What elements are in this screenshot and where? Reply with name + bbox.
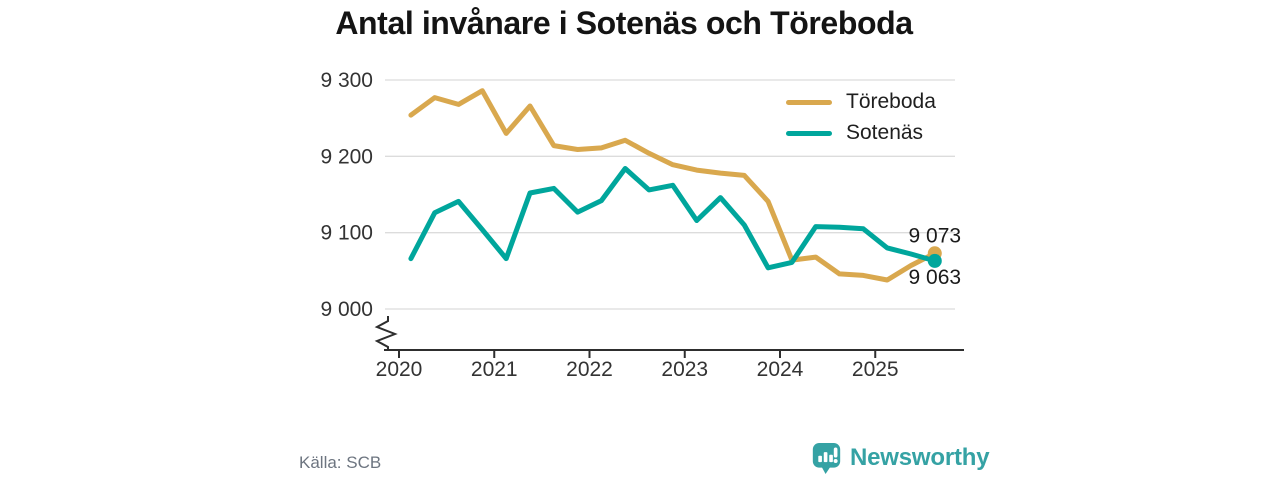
- population-line-chart: 9 000 9 100 9 200 9 300 2020 2021 2022 2023 2024…: [320, 69, 964, 381]
- bar-chart-glyph-bar2: [823, 452, 828, 463]
- newsworthy-logo: Newsworthy: [811, 441, 990, 475]
- x-axis-tick-label: 2025: [852, 358, 899, 381]
- y-axis-tick-label: 9 300: [320, 69, 373, 92]
- toreboda-line-swatch: [786, 99, 832, 105]
- bar-chart-glyph-bar1: [818, 455, 822, 463]
- newsworthy-bubble-icon: [812, 442, 841, 474]
- y-axis-tick-label: 9 200: [320, 145, 373, 168]
- x-axis-tick-label: 2020: [376, 358, 423, 381]
- sotenas-line-swatch: [786, 130, 832, 136]
- exclamation-glyph: [833, 447, 838, 458]
- legend-label-toreboda: Töreboda: [846, 90, 936, 113]
- x-axis-tick-label: 2021: [471, 358, 518, 381]
- legend: Töreboda Sotenäs: [786, 90, 936, 144]
- exclamation-dot: [833, 459, 838, 464]
- y-axis-break-icon: [374, 316, 398, 350]
- source-credit: Källa: SCB: [299, 453, 382, 472]
- legend-item-toreboda: Töreboda: [786, 90, 936, 113]
- y-axis-tick-label: 9 000: [320, 298, 373, 321]
- legend-item-sotenas: Sotenäs: [786, 121, 936, 144]
- x-axis-tick-label: 2022: [566, 358, 613, 381]
- series-line-sotenas: [408, 166, 938, 271]
- x-axis-tick-label: 2024: [757, 358, 804, 381]
- end-value-label-sotenas: 9 063: [909, 266, 962, 289]
- bar-chart-glyph-bar3: [829, 454, 833, 463]
- legend-label-sotenas: Sotenäs: [846, 121, 924, 144]
- bubble-tail: [821, 465, 832, 474]
- x-axis-tick-label: 2023: [661, 358, 708, 381]
- newsworthy-wordmark: Newsworthy: [850, 444, 990, 471]
- end-value-label-toreboda: 9 073: [909, 224, 962, 247]
- end-dot-sotenas: [927, 253, 942, 268]
- chart-title: Antal invånare i Sotenäs och Töreboda: [335, 5, 913, 41]
- y-axis-tick-label: 9 100: [320, 222, 373, 245]
- series-line-toreboda: [408, 88, 938, 283]
